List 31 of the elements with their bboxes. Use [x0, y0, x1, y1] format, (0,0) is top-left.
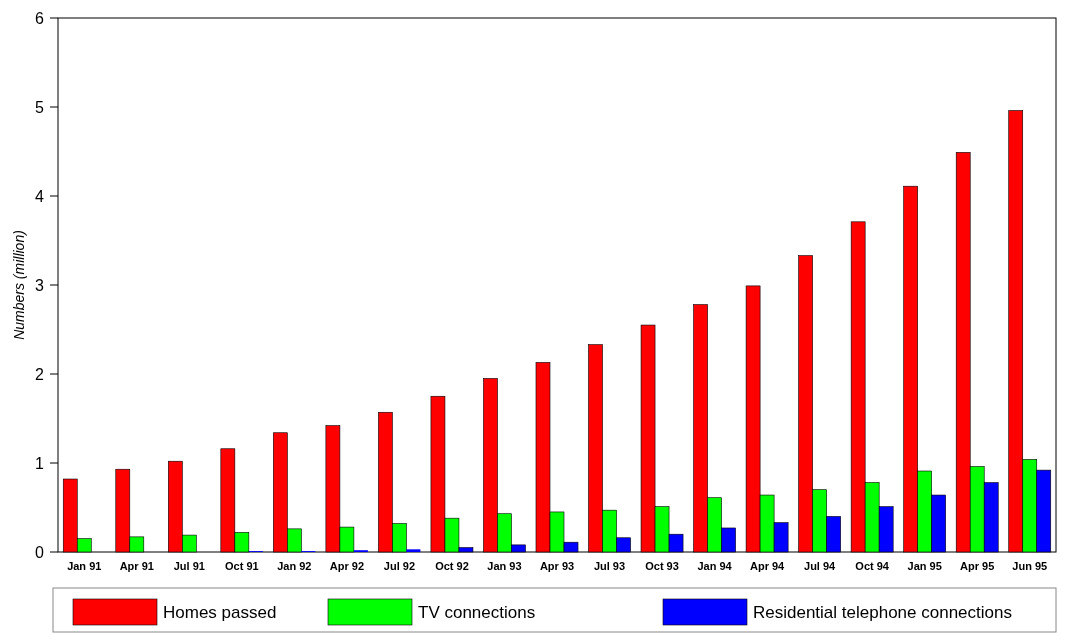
- y-tick-label: 4: [35, 187, 45, 205]
- legend-label: TV connections: [418, 602, 536, 622]
- x-tick-label: Apr 91: [119, 560, 154, 572]
- x-tick-label: Oct 93: [645, 560, 679, 572]
- x-tick-label: Jan 92: [277, 560, 312, 572]
- y-tick-label: 5: [35, 98, 45, 116]
- x-tick-label: Oct 94: [855, 560, 890, 572]
- x-tick-label: Jul 94: [804, 560, 837, 572]
- legend-label: Homes passed: [163, 602, 277, 622]
- y-tick-label: 6: [35, 9, 45, 27]
- x-tick-label: Jul 92: [383, 560, 416, 572]
- y-tick-label: 1: [35, 454, 45, 472]
- x-tick-label: Apr 94: [749, 560, 786, 572]
- x-tick-label: Jan 95: [907, 560, 942, 572]
- y-tick-label: 0: [35, 543, 45, 561]
- bar: [406, 549, 421, 552]
- y-tick-label: 2: [35, 365, 45, 383]
- x-tick-label: Jul 93: [593, 560, 626, 572]
- x-tick-label: Jul 91: [173, 560, 205, 572]
- x-tick-label: Oct 92: [435, 560, 469, 572]
- x-tick-label: Jan 93: [487, 560, 522, 572]
- legend-label: Residential telephone connections: [753, 602, 1012, 622]
- x-tick-label: Jan 94: [697, 560, 733, 572]
- x-tick-label: Apr 93: [539, 560, 575, 572]
- x-tick-label: Apr 92: [329, 560, 365, 572]
- y-axis-title: Numbers (million): [11, 230, 27, 340]
- y-tick-label: 3: [35, 276, 45, 294]
- x-tick-label: Oct 91: [225, 560, 259, 572]
- x-tick-label: Jan 91: [67, 560, 102, 572]
- x-tick-label: Jun 95: [1012, 560, 1048, 572]
- x-tick-label: Apr 95: [960, 560, 995, 572]
